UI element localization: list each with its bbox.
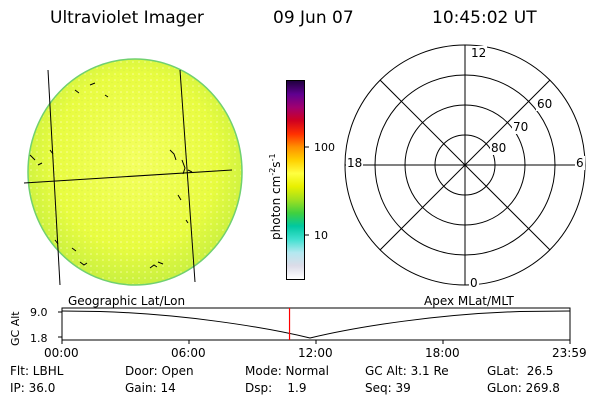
timeline-x-tick-1800: 18:00 bbox=[425, 346, 460, 360]
status-seq: Seq: 39 bbox=[365, 381, 411, 395]
status-ip: IP: 36.0 bbox=[10, 381, 56, 395]
timeline-x-tick-0600: 06:00 bbox=[171, 346, 206, 360]
timeline-right-label: Apex MLat/MLT bbox=[424, 294, 514, 308]
instrument-title: Ultraviolet Imager bbox=[50, 8, 204, 28]
status-mode: Mode: Normal bbox=[245, 364, 329, 378]
timeline-y-tick-bottom: 1.8 bbox=[30, 332, 48, 345]
timeline-x-tick-2359: 23:59 bbox=[552, 346, 587, 360]
lat-label-70: 70 bbox=[512, 120, 530, 134]
mlt-label-12: 12 bbox=[470, 46, 488, 60]
color-scale-bar bbox=[286, 80, 305, 280]
status-gc-alt: GC Alt: 3.1 Re bbox=[365, 364, 449, 378]
timeline-left-label: Geographic Lat/Lon bbox=[68, 294, 186, 308]
colorbar-tick-10: 10 bbox=[314, 229, 328, 242]
timeline-y-tick-top: 9.0 bbox=[30, 306, 48, 319]
image-time: 10:45:02 UT bbox=[432, 8, 537, 28]
mlt-label-18: 18 bbox=[346, 156, 364, 170]
status-filter: Flt: LBHL bbox=[10, 364, 64, 378]
lat-label-80: 80 bbox=[490, 141, 508, 155]
colorbar-tick-100: 100 bbox=[314, 141, 335, 154]
status-gain: Gain: 14 bbox=[125, 381, 176, 395]
status-dsp: Dsp: 1.9 bbox=[245, 381, 307, 395]
mlt-label-6: 6 bbox=[575, 156, 585, 170]
lat-label-60: 60 bbox=[536, 97, 554, 111]
status-glat: GLat: 26.5 bbox=[487, 364, 554, 378]
status-glon: GLon: 269.8 bbox=[487, 381, 560, 395]
image-date: 09 Jun 07 bbox=[273, 8, 354, 28]
status-door: Door: Open bbox=[125, 364, 194, 378]
timeline-x-tick-0000: 00:00 bbox=[44, 346, 79, 360]
timeline-x-tick-1200: 12:00 bbox=[298, 346, 333, 360]
mlt-label-0: 0 bbox=[469, 276, 479, 290]
